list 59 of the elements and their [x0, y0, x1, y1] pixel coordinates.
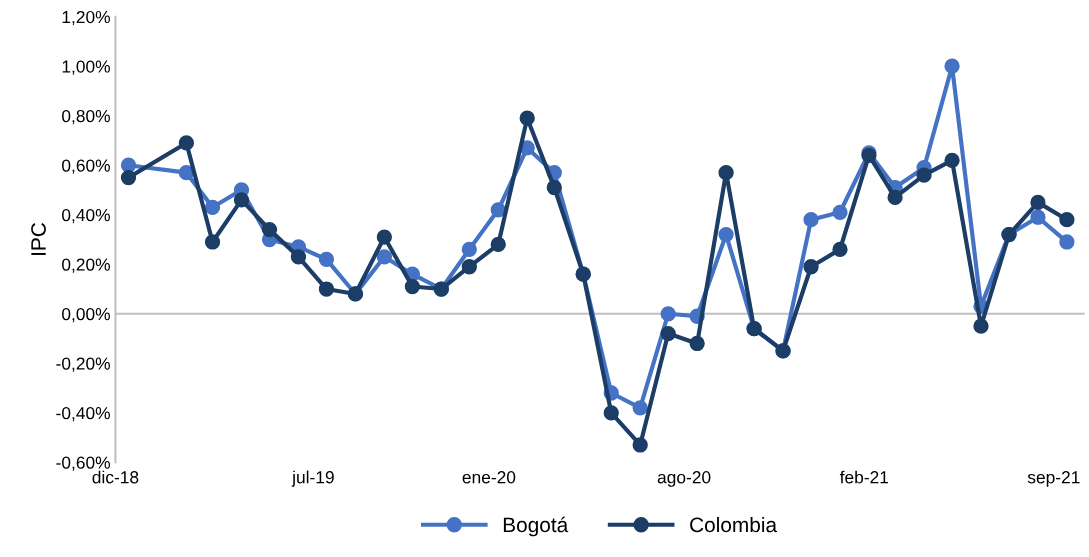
- y-tick-label: 0,00%: [62, 307, 110, 323]
- point: [178, 135, 195, 151]
- y-tick-label: -0,20%: [56, 357, 110, 372]
- point: [490, 236, 506, 253]
- point: [803, 259, 819, 275]
- point: [490, 202, 506, 218]
- x-tick-label: ene-20: [462, 471, 516, 484]
- point: [718, 226, 734, 243]
- point: [1030, 194, 1046, 211]
- point: [461, 259, 477, 275]
- legend-label: Colombia: [690, 516, 778, 533]
- point: [318, 251, 335, 267]
- point: [832, 241, 848, 258]
- point: [1059, 212, 1075, 228]
- point: [546, 179, 562, 196]
- point: [519, 110, 535, 126]
- point: [603, 405, 619, 421]
- x-tick-label: feb-21: [839, 470, 889, 484]
- point: [632, 400, 648, 416]
- point: [178, 165, 195, 181]
- y-tick-label: 0,40%: [62, 208, 110, 224]
- point: [803, 212, 819, 228]
- point: [887, 189, 903, 206]
- point: [632, 437, 648, 453]
- point: [290, 249, 307, 265]
- y-tick-label: -0,40%: [56, 406, 110, 422]
- y-tick-label: 0,80%: [62, 109, 110, 125]
- point: [973, 318, 989, 334]
- point: [204, 199, 221, 215]
- point: [689, 335, 705, 352]
- y-tick-label: 0,60%: [62, 159, 110, 174]
- point: [233, 192, 250, 208]
- point: [916, 167, 932, 183]
- point: [832, 204, 848, 220]
- point: [376, 229, 392, 245]
- x-tick-label: dic-18: [92, 470, 139, 484]
- point: [660, 306, 676, 322]
- x-tick-label: sep-21: [1027, 471, 1080, 487]
- point: [261, 221, 278, 238]
- point: [404, 278, 420, 295]
- x-tick-label: jul-19: [291, 470, 334, 487]
- y-tick-label: -0,60%: [56, 456, 110, 471]
- y-tick-label: 0,20%: [62, 258, 110, 273]
- point: [461, 241, 477, 258]
- y-tick-label: 1,00%: [62, 60, 110, 75]
- point: [120, 169, 137, 186]
- point: [318, 281, 335, 297]
- point: [376, 249, 392, 265]
- point: [944, 58, 960, 74]
- point: [660, 325, 676, 342]
- point: [1030, 209, 1046, 225]
- y-axis-title: IPC: [31, 222, 46, 255]
- y-tick-label: 1,20%: [62, 10, 110, 26]
- legend-label: Bogotá: [503, 516, 569, 537]
- x-tick-label: ago-20: [657, 471, 711, 487]
- point: [944, 152, 960, 168]
- point: [1059, 234, 1075, 250]
- point: [204, 234, 221, 250]
- point: [718, 165, 734, 181]
